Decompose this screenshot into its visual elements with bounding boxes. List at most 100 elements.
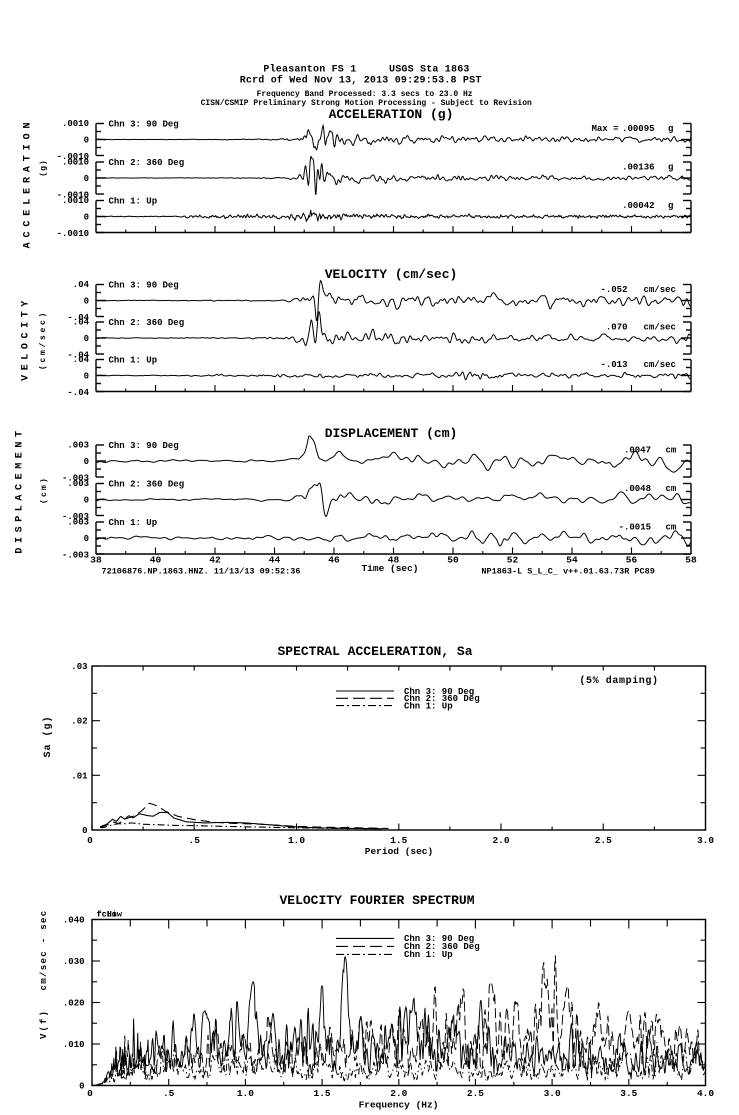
svg-text:-.04: -.04 xyxy=(67,388,89,398)
svg-text:0: 0 xyxy=(87,835,93,846)
svg-text:Frequency (Hz): Frequency (Hz) xyxy=(359,1100,439,1111)
svg-text:-.0010: -.0010 xyxy=(57,152,89,162)
svg-text:.01: .01 xyxy=(71,771,88,781)
svg-text:.03: .03 xyxy=(71,662,87,672)
svg-text:44: 44 xyxy=(269,555,281,566)
svg-text:Chn 2: 360 Deg: Chn 2: 360 Deg xyxy=(404,942,480,952)
svg-text:fcHi: fcHi xyxy=(97,910,117,920)
svg-text:-.0010: -.0010 xyxy=(57,191,89,201)
svg-text:1.0: 1.0 xyxy=(288,835,305,846)
svg-text:.003: .003 xyxy=(67,518,89,528)
svg-text:-.003: -.003 xyxy=(62,474,89,484)
svg-text:46: 46 xyxy=(328,555,340,566)
svg-text:2.0: 2.0 xyxy=(390,1088,407,1099)
svg-text:0: 0 xyxy=(87,1088,93,1099)
svg-text:Frequency Band Processed: 3.3: Frequency Band Processed: 3.3 secs to 23… xyxy=(257,90,473,99)
svg-text:.070: .070 xyxy=(606,323,628,333)
svg-text:54: 54 xyxy=(566,555,578,566)
svg-text:.00095: .00095 xyxy=(622,124,654,134)
svg-text:Chn 2: 360 Deg: Chn 2: 360 Deg xyxy=(109,318,185,328)
svg-text:-.052: -.052 xyxy=(600,285,627,295)
svg-text:52: 52 xyxy=(507,555,519,566)
svg-text:58: 58 xyxy=(685,555,697,566)
svg-text:Chn 1: Up: Chn 1: Up xyxy=(404,950,453,960)
svg-text:3.5: 3.5 xyxy=(620,1088,637,1099)
svg-text:2.5: 2.5 xyxy=(595,835,612,846)
svg-text:-.0015: -.0015 xyxy=(619,523,651,533)
svg-text:Chn 1: Up: Chn 1: Up xyxy=(109,356,158,366)
svg-text:ACCELERATION: ACCELERATION xyxy=(23,118,34,249)
svg-text:.00136: .00136 xyxy=(622,163,654,173)
svg-text:.010: .010 xyxy=(63,1040,85,1050)
svg-text:40: 40 xyxy=(150,555,162,566)
svg-text:g: g xyxy=(668,201,673,211)
svg-text:.00042: .00042 xyxy=(622,201,654,211)
svg-text:cm/sec: cm/sec xyxy=(644,323,676,333)
svg-text:ACCELERATION (g): ACCELERATION (g) xyxy=(329,107,454,122)
svg-text:0: 0 xyxy=(84,534,89,544)
svg-text:Chn 2: 360 Deg: Chn 2: 360 Deg xyxy=(109,480,185,490)
svg-text:.04: .04 xyxy=(73,355,90,365)
svg-text:(5% damping): (5% damping) xyxy=(579,675,658,687)
svg-text:0: 0 xyxy=(84,174,89,184)
svg-text:.003: .003 xyxy=(67,441,89,451)
svg-text:72106876.NP.1863.HNZ. 11/13/13: 72106876.NP.1863.HNZ. 11/13/13 09:52:36 xyxy=(102,567,301,577)
svg-text:0: 0 xyxy=(84,213,89,223)
svg-text:.040: .040 xyxy=(63,916,85,926)
svg-text:1.5: 1.5 xyxy=(390,835,407,846)
svg-text:(cm/sec): (cm/sec) xyxy=(39,310,48,370)
svg-text:fcLow: fcLow xyxy=(97,910,123,920)
svg-text:0: 0 xyxy=(84,496,89,506)
svg-text:42: 42 xyxy=(209,555,221,566)
svg-text:DISPLACEMENT (cm): DISPLACEMENT (cm) xyxy=(325,426,458,441)
svg-text:-.04: -.04 xyxy=(67,351,89,361)
svg-text:48: 48 xyxy=(388,555,400,566)
svg-text:.5: .5 xyxy=(189,835,201,846)
svg-text:Chn 1: Up: Chn 1: Up xyxy=(109,518,158,528)
svg-text:.0010: .0010 xyxy=(62,158,89,168)
svg-text:-.04: -.04 xyxy=(67,313,89,323)
svg-text:0: 0 xyxy=(84,334,89,344)
svg-text:VELOCITY (cm/sec): VELOCITY (cm/sec) xyxy=(325,267,458,282)
svg-text:Chn 3: 90 Deg: Chn 3: 90 Deg xyxy=(109,281,179,291)
svg-text:Chn 2: 360 Deg: Chn 2: 360 Deg xyxy=(404,694,480,704)
svg-text:1.5: 1.5 xyxy=(314,1088,331,1099)
svg-text:Chn 3: 90 Deg: Chn 3: 90 Deg xyxy=(404,934,474,944)
svg-text:-.013: -.013 xyxy=(600,360,627,370)
svg-text:VELOCITY FOURIER SPECTRUM: VELOCITY FOURIER SPECTRUM xyxy=(279,893,474,908)
svg-text:.0047: .0047 xyxy=(624,446,651,456)
svg-text:cm/sec - sec: cm/sec - sec xyxy=(39,909,49,990)
svg-text:.003: .003 xyxy=(67,479,89,489)
svg-text:0: 0 xyxy=(84,136,89,146)
svg-text:-.003: -.003 xyxy=(62,551,89,561)
svg-text:Chn 3: 90 Deg: Chn 3: 90 Deg xyxy=(109,120,179,130)
svg-text:SPECTRAL ACCELERATION, Sa: SPECTRAL ACCELERATION, Sa xyxy=(277,644,472,659)
svg-text:cm/sec: cm/sec xyxy=(644,285,676,295)
svg-text:2.5: 2.5 xyxy=(467,1088,484,1099)
svg-text:.020: .020 xyxy=(63,999,85,1009)
svg-text:4.0: 4.0 xyxy=(697,1088,714,1099)
svg-text:VELOCITY: VELOCITY xyxy=(21,296,32,381)
svg-text:Sa (g): Sa (g) xyxy=(42,715,54,757)
svg-text:2.0: 2.0 xyxy=(492,835,509,846)
svg-text:cm: cm xyxy=(666,484,677,494)
svg-text:56: 56 xyxy=(626,555,638,566)
svg-text:Max =: Max = xyxy=(592,124,619,134)
svg-text:cm: cm xyxy=(666,523,677,533)
svg-text:Chn 3: 90 Deg: Chn 3: 90 Deg xyxy=(404,687,474,697)
svg-text:.02: .02 xyxy=(71,717,87,727)
svg-text:V(f): V(f) xyxy=(39,1009,49,1039)
svg-text:Chn 1: Up: Chn 1: Up xyxy=(109,197,158,207)
svg-text:(g): (g) xyxy=(40,159,49,176)
svg-text:cm: cm xyxy=(666,446,677,456)
svg-text:(cm): (cm) xyxy=(40,476,49,504)
svg-text:-.0010: -.0010 xyxy=(57,229,89,239)
svg-text:USGS Sta 1863: USGS Sta 1863 xyxy=(389,65,470,76)
svg-text:.0010: .0010 xyxy=(62,196,89,206)
svg-text:3.0: 3.0 xyxy=(697,835,714,846)
svg-text:0: 0 xyxy=(84,297,89,307)
svg-text:.030: .030 xyxy=(63,957,85,967)
svg-text:.5: .5 xyxy=(163,1088,175,1099)
svg-text:0: 0 xyxy=(79,1082,84,1092)
svg-text:Time (sec): Time (sec) xyxy=(361,563,418,574)
